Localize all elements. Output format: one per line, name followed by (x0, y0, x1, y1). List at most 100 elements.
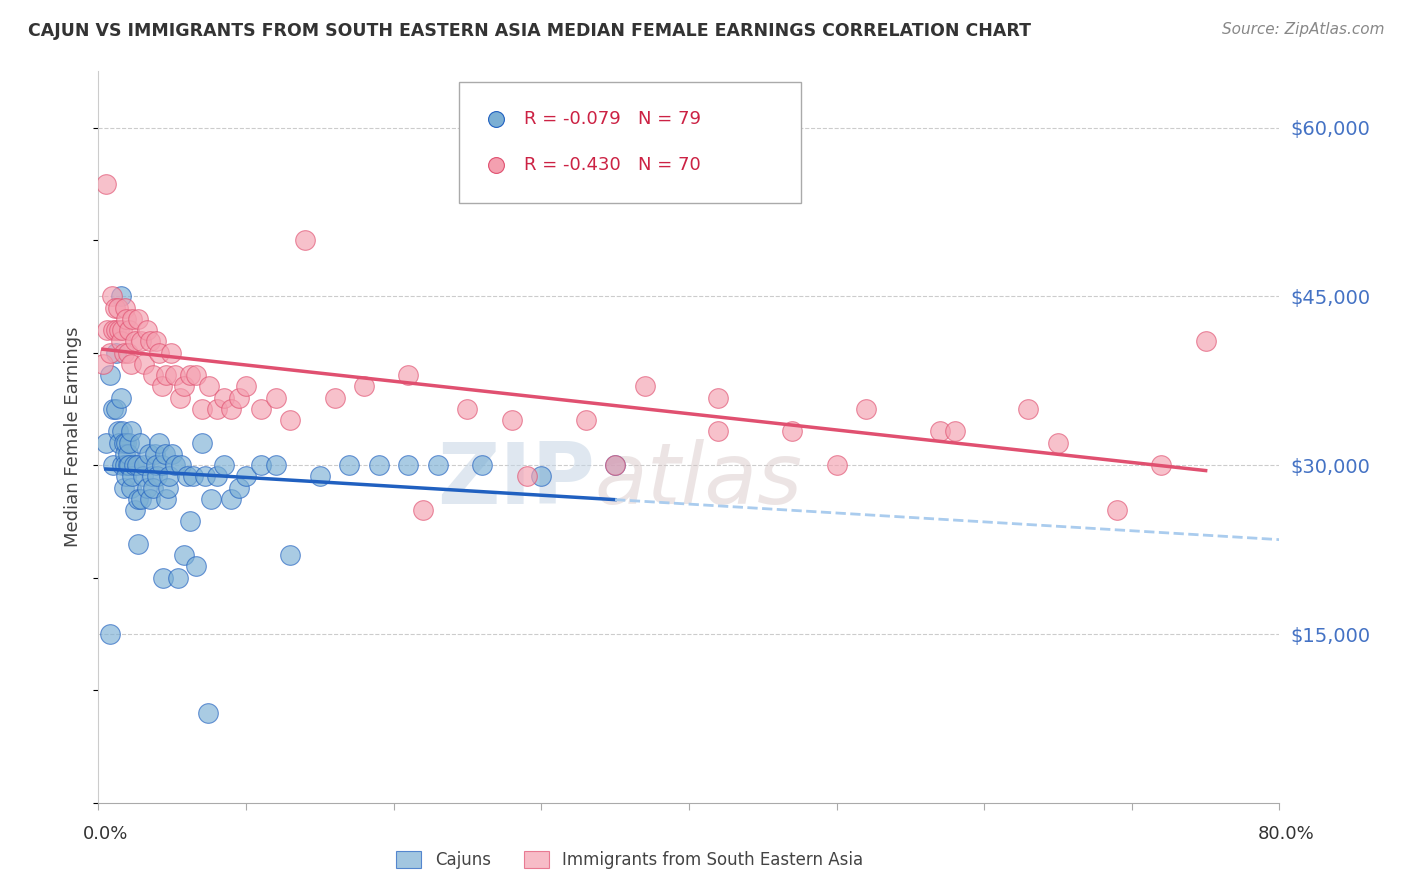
Point (143, 447, 166, 461)
Point (145, 334, 167, 349)
Point (221, 491, 243, 506)
Point (152, 571, 174, 585)
Point (108, 435, 131, 450)
Point (197, 706, 219, 720)
Point (103, 401, 125, 416)
Point (139, 334, 162, 349)
Point (117, 458, 139, 473)
Point (929, 425, 952, 439)
Point (1018, 401, 1040, 416)
Point (309, 469, 332, 483)
Text: 80.0%: 80.0% (1258, 825, 1315, 843)
Point (825, 458, 848, 473)
Point (294, 233, 316, 247)
Point (94, 435, 117, 450)
Point (169, 391, 191, 405)
Point (98, 627, 121, 641)
Point (91, 357, 114, 371)
Point (118, 435, 141, 450)
Text: ZIP: ZIP (437, 440, 595, 523)
Point (121, 312, 143, 326)
Point (457, 401, 479, 416)
Point (105, 401, 128, 416)
Point (280, 548, 302, 562)
Point (112, 345, 135, 359)
Point (176, 469, 198, 483)
Legend: Cajuns, Immigrants from South Eastern Asia: Cajuns, Immigrants from South Eastern As… (389, 845, 870, 876)
Point (141, 469, 163, 483)
Point (212, 391, 235, 405)
Point (121, 469, 143, 483)
Point (530, 469, 553, 483)
Point (111, 425, 134, 439)
Point (127, 491, 149, 506)
Text: R = -0.079   N = 79: R = -0.079 N = 79 (523, 110, 700, 128)
Point (181, 469, 204, 483)
Point (120, 481, 142, 495)
Point (120, 425, 142, 439)
Point (605, 458, 627, 473)
Point (184, 368, 207, 383)
Point (205, 469, 228, 483)
Point (707, 391, 730, 405)
Text: CAJUN VS IMMIGRANTS FROM SOUTH EASTERN ASIA MEDIAN FEMALE EARNINGS CORRELATION C: CAJUN VS IMMIGRANTS FROM SOUTH EASTERN A… (28, 22, 1031, 40)
Point (162, 447, 183, 461)
Point (112, 435, 135, 450)
Point (148, 345, 170, 359)
Point (1046, 435, 1070, 450)
Point (165, 368, 187, 383)
Point (782, 425, 804, 439)
Point (136, 481, 159, 495)
Point (139, 491, 162, 506)
Point (194, 469, 217, 483)
Point (200, 491, 222, 506)
Point (105, 323, 128, 337)
Point (1107, 503, 1129, 517)
Point (516, 469, 538, 483)
Point (124, 334, 146, 349)
Point (157, 469, 180, 483)
Point (368, 458, 391, 473)
Point (134, 458, 156, 473)
Point (353, 379, 375, 393)
Point (228, 481, 250, 495)
Point (111, 458, 134, 473)
Point (184, 559, 207, 574)
Point (118, 458, 141, 473)
Point (165, 458, 187, 473)
Text: Source: ZipAtlas.com: Source: ZipAtlas.com (1222, 22, 1385, 37)
Point (264, 458, 287, 473)
Point (111, 323, 134, 337)
Point (107, 425, 129, 439)
Text: R = -0.430   N = 70: R = -0.430 N = 70 (523, 156, 700, 174)
Point (205, 401, 228, 416)
Point (605, 458, 627, 473)
Point (103, 323, 125, 337)
Text: atlas: atlas (595, 440, 803, 523)
Point (103, 458, 125, 473)
Point (114, 301, 136, 315)
Point (100, 289, 122, 303)
Point (943, 425, 966, 439)
Point (108, 323, 131, 337)
Point (398, 458, 420, 473)
Point (235, 379, 257, 393)
Point (115, 312, 138, 326)
Point (323, 391, 346, 405)
Point (124, 503, 146, 517)
Point (105, 345, 128, 359)
Point (235, 469, 257, 483)
Point (110, 289, 132, 303)
Point (155, 368, 177, 383)
Point (173, 379, 195, 393)
Point (127, 312, 149, 326)
Point (98, 345, 121, 359)
Point (153, 447, 176, 461)
Text: 0.0%: 0.0% (83, 825, 128, 843)
Point (191, 401, 214, 416)
Point (585, 796, 607, 810)
Point (114, 458, 136, 473)
Point (115, 435, 138, 450)
Point (159, 345, 181, 359)
Point (150, 458, 173, 473)
